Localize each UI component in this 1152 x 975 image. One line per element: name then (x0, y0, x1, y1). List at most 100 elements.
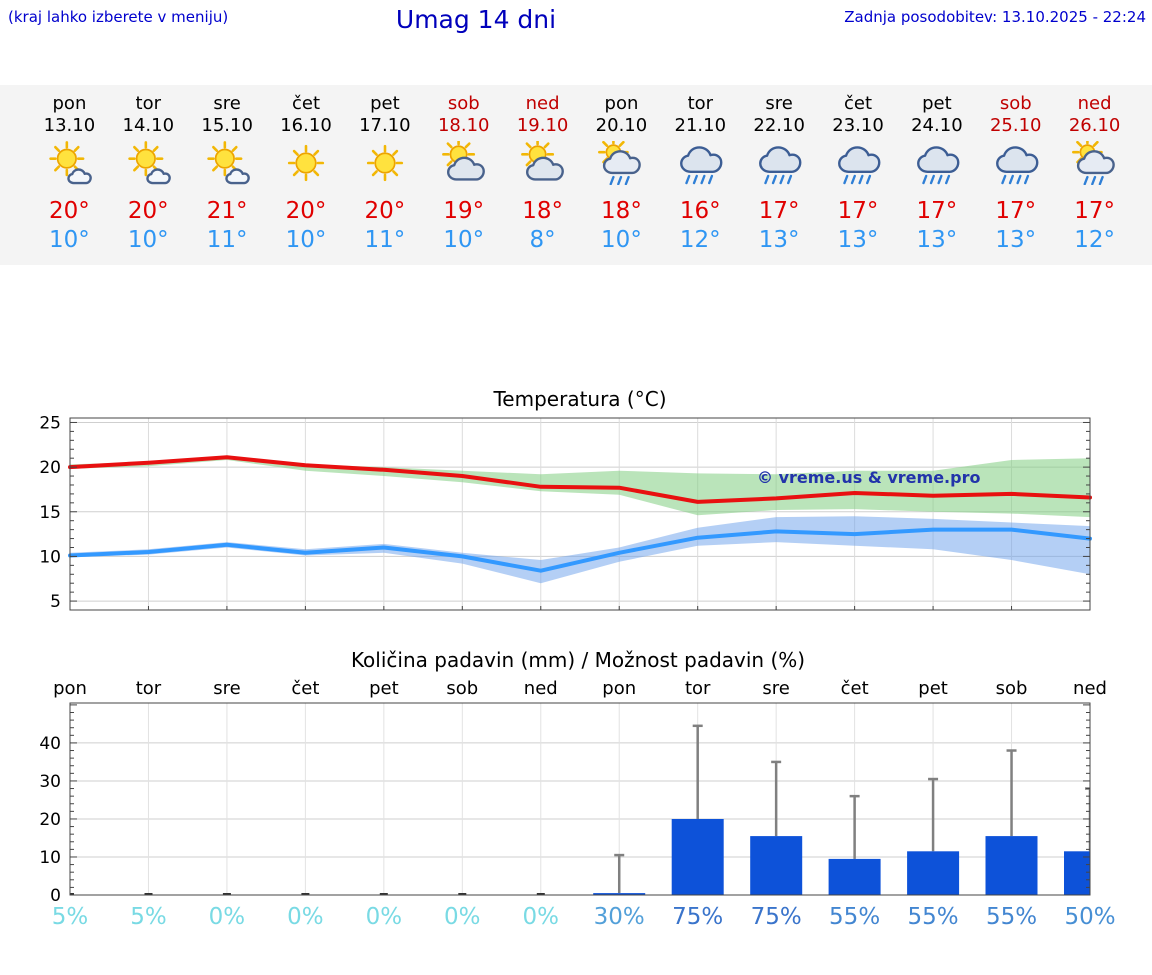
day-date: 16.10 (280, 115, 332, 136)
sunny-icon (345, 141, 424, 189)
forecast-day: pon 20.10 18° 10° (582, 93, 661, 265)
rain-icon (897, 141, 976, 189)
low-temp: 13° (758, 227, 800, 253)
sunny-icon (267, 141, 346, 189)
precip-day-label: pon (53, 678, 87, 699)
low-temp: 13° (837, 227, 879, 253)
precip-day-label: sre (762, 678, 789, 699)
day-date: 21.10 (674, 115, 727, 136)
day-name: sob (999, 93, 1032, 114)
low-temp: 10° (127, 227, 169, 253)
high-temp: 19° (443, 198, 485, 224)
precip-zero-mark (222, 893, 231, 895)
location-menu-hint: (kraj lahko izberete v meniju) (8, 8, 229, 26)
temp-y-tick: 10 (39, 547, 61, 567)
precip-y-tick: 40 (39, 734, 61, 754)
precip-zero-mark (536, 893, 545, 895)
high-temp: 18° (522, 198, 563, 224)
high-temp: 17° (837, 198, 879, 224)
precip-day-label: sre (213, 678, 240, 699)
precip-zero-mark (144, 893, 153, 895)
day-date: 24.10 (911, 115, 963, 136)
precip-y-tick: 20 (39, 810, 61, 830)
day-name: pon (52, 93, 87, 114)
partly-cloudy-icon (503, 137, 582, 189)
precip-day-label: ned (1073, 678, 1107, 699)
page-title: Umag 14 dni (395, 5, 557, 34)
forecast-day: pon 13.10 20° 10° (30, 93, 109, 265)
day-name: ned (525, 93, 560, 114)
high-temp: 17° (758, 198, 800, 224)
day-name: čet (291, 93, 321, 114)
day-date: 13.10 (43, 115, 96, 136)
forecast-day: čet 16.10 20° 10° (267, 93, 346, 265)
low-temp: 12° (1074, 227, 1115, 253)
day-name: sob (447, 93, 480, 114)
mostly-sunny-icon (30, 141, 109, 189)
day-date: 22.10 (753, 115, 805, 136)
day-name: čet (844, 93, 873, 114)
temp-y-tick: 15 (39, 503, 61, 523)
precip-probability: 5% (52, 904, 89, 930)
precip-bar (750, 836, 803, 895)
high-temp: 20° (49, 198, 90, 224)
precip-bar (671, 819, 724, 895)
precip-day-label: čet (291, 678, 319, 699)
precip-y-tick: 10 (39, 848, 61, 868)
precip-probability: 55% (908, 904, 959, 930)
sun-showers-icon (582, 136, 661, 189)
precip-day-label: tor (136, 678, 162, 699)
precip-day-label: pet (918, 678, 948, 699)
last-update: Zadnja posodobitev: 13.10.2025 - 22:24 (844, 8, 1146, 26)
day-date: 15.10 (201, 115, 253, 136)
forecast-day: pet 24.10 17° 13° (897, 93, 976, 265)
day-date: 23.10 (832, 115, 884, 136)
forecast-day: čet 23.10 17° 13° (819, 93, 898, 265)
low-temp: 13° (916, 227, 958, 253)
low-temp: 10° (285, 227, 327, 253)
partly-cloudy-icon (424, 137, 503, 189)
rain-icon (819, 141, 898, 189)
day-name: pet (370, 93, 400, 114)
precip-bar (985, 836, 1038, 895)
high-temp: 20° (285, 198, 327, 224)
temp-y-tick: 5 (50, 592, 61, 612)
precip-probability: 0% (523, 904, 560, 930)
precip-bar (1064, 851, 1090, 895)
low-temp: 10° (601, 227, 642, 253)
temp-y-tick: 25 (39, 414, 61, 434)
low-temp: 8° (529, 227, 556, 253)
low-temp: 11° (206, 227, 248, 253)
rain-icon (976, 141, 1055, 189)
precip-day-label: pet (369, 678, 399, 699)
day-name: tor (135, 93, 162, 114)
precip-day-label: sob (996, 678, 1028, 699)
precip-day-label: pon (602, 678, 636, 699)
precip-probability: 0% (444, 904, 481, 930)
high-temp: 16° (679, 198, 721, 224)
precip-probability: 0% (287, 904, 324, 930)
precip-probability: 55% (829, 904, 880, 930)
precip-day-label: sob (446, 678, 478, 699)
high-temp: 20° (127, 198, 169, 224)
day-name: sre (213, 93, 241, 114)
precip-probability: 50% (1064, 904, 1115, 930)
day-date: 20.10 (595, 115, 648, 136)
precip-bar (828, 858, 881, 895)
precip-y-tick: 0 (50, 886, 61, 906)
mostly-sunny-icon (109, 141, 188, 189)
precip-probability: 5% (130, 904, 167, 930)
precip-bar (907, 851, 960, 895)
temp-chart-title: Temperatura (°C) (492, 388, 666, 411)
high-temp: 21° (206, 198, 248, 224)
forecast-day: sob 25.10 17° 13° (976, 93, 1055, 265)
precip-probability: 0% (209, 904, 246, 930)
min-temp-line (68, 527, 1092, 573)
day-name: tor (687, 93, 714, 114)
low-temp: 12° (679, 227, 721, 253)
day-name: ned (1077, 93, 1112, 114)
forecast-strip: pon 13.10 20° 10° tor 14.10 20° 10° sre 15.10 21° 1… (0, 85, 1152, 265)
forecast-day: tor 21.10 16° 12° (661, 93, 740, 265)
low-temp: 11° (364, 227, 406, 253)
